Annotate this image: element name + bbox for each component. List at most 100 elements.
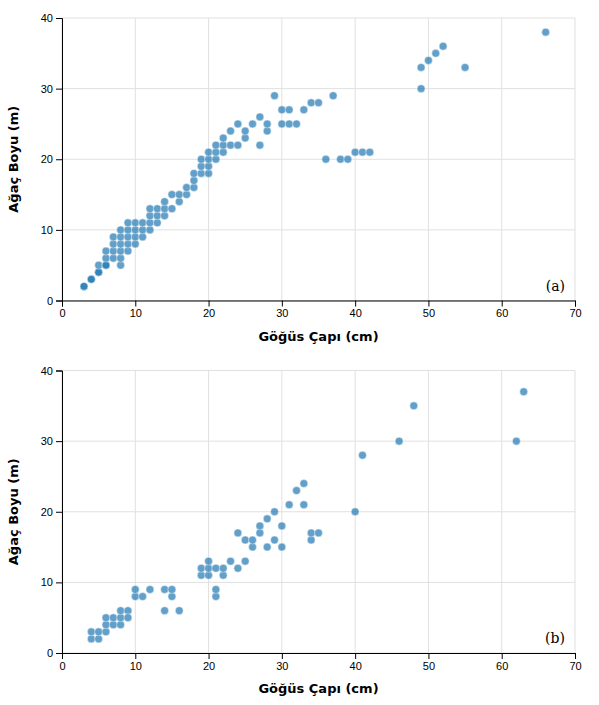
y-tick-label: 0: [47, 647, 53, 659]
y-tick: 30: [41, 83, 62, 95]
y-tick-mark: [56, 441, 62, 442]
point: [263, 543, 271, 551]
y-tick-mark: [56, 159, 62, 160]
y-tick: 0: [47, 295, 62, 307]
x-tick-mark: [282, 653, 283, 659]
point: [234, 120, 242, 128]
point: [219, 134, 227, 142]
point: [300, 480, 308, 488]
point: [307, 529, 315, 537]
y-tick-label: 30: [41, 83, 53, 95]
point: [263, 120, 271, 128]
y-tick-mark: [56, 582, 62, 583]
point: [161, 585, 169, 593]
x-tick-label: 60: [496, 307, 508, 319]
point: [278, 543, 286, 551]
x-tick-mark: [428, 301, 429, 307]
y-tick: 40: [41, 365, 62, 377]
point: [124, 219, 132, 227]
point: [109, 233, 117, 241]
point: [95, 261, 103, 269]
point: [87, 275, 95, 283]
point: [161, 607, 169, 615]
point: [109, 614, 117, 622]
x-tick: 20: [203, 301, 215, 320]
y-tick-mark: [56, 301, 62, 302]
point: [117, 233, 125, 241]
point: [168, 191, 176, 199]
point: [183, 191, 191, 199]
point: [117, 226, 125, 234]
panel: 010203040506070010203040Göğüs Çapı (cm)A…: [6, 12, 582, 343]
point: [512, 437, 520, 445]
x-tick-label: 70: [569, 307, 581, 319]
point: [146, 219, 154, 227]
point: [212, 585, 220, 593]
figure: 010203040506070010203040Göğüs Çapı (cm)A…: [0, 0, 599, 705]
point: [315, 99, 323, 107]
point: [131, 593, 139, 601]
point: [432, 49, 440, 57]
y-tick-label: 0: [47, 295, 53, 307]
y-tick: 10: [41, 576, 62, 588]
point: [153, 219, 161, 227]
point: [197, 169, 205, 177]
point: [366, 148, 374, 156]
point: [293, 487, 301, 495]
x-axis: 010203040506070: [59, 653, 581, 672]
x-tick: 60: [496, 653, 508, 672]
point: [219, 564, 227, 572]
point: [315, 529, 323, 537]
point: [205, 155, 213, 163]
x-tick: 50: [423, 301, 435, 320]
point: [336, 155, 344, 163]
point: [124, 607, 132, 615]
y-tick-label: 40: [41, 12, 53, 24]
point: [161, 205, 169, 213]
point: [168, 593, 176, 601]
x-tick-label: 50: [423, 307, 435, 319]
point: [351, 508, 359, 516]
x-tick-mark: [502, 653, 503, 659]
point: [249, 120, 257, 128]
point: [205, 564, 213, 572]
x-tick-mark: [355, 653, 356, 659]
x-tick: 10: [130, 653, 142, 672]
x-tick-label: 20: [203, 660, 215, 672]
point: [146, 226, 154, 234]
point: [161, 212, 169, 220]
y-tick-mark: [56, 230, 62, 231]
point: [146, 212, 154, 220]
x-tick-label: 40: [350, 660, 362, 672]
point: [117, 607, 125, 615]
y-tick: 40: [41, 12, 62, 24]
point: [205, 162, 213, 170]
point: [300, 106, 308, 114]
point: [271, 92, 279, 100]
point: [241, 134, 249, 142]
x-axis-line: [63, 301, 576, 307]
y-axis-line: [56, 371, 63, 654]
x-tick-label: 50: [423, 660, 435, 672]
point: [263, 127, 271, 135]
point: [219, 141, 227, 149]
point: [109, 247, 117, 255]
x-tick-mark: [135, 653, 136, 659]
point: [358, 148, 366, 156]
x-tick-mark: [355, 301, 356, 307]
x-tick-mark: [209, 653, 210, 659]
point: [219, 148, 227, 156]
x-tick-label: 0: [59, 307, 65, 319]
x-tick-label: 70: [569, 660, 581, 672]
y-tick-mark: [56, 371, 62, 372]
x-tick-label: 20: [203, 307, 215, 319]
point: [109, 254, 117, 262]
point: [153, 205, 161, 213]
y-tick: 30: [41, 435, 62, 447]
annotation: (a): [546, 278, 565, 294]
x-tick-mark: [282, 301, 283, 307]
point: [146, 205, 154, 213]
y-tick-label: 20: [41, 506, 53, 518]
point: [307, 99, 315, 107]
x-tick-label: 40: [350, 307, 362, 319]
